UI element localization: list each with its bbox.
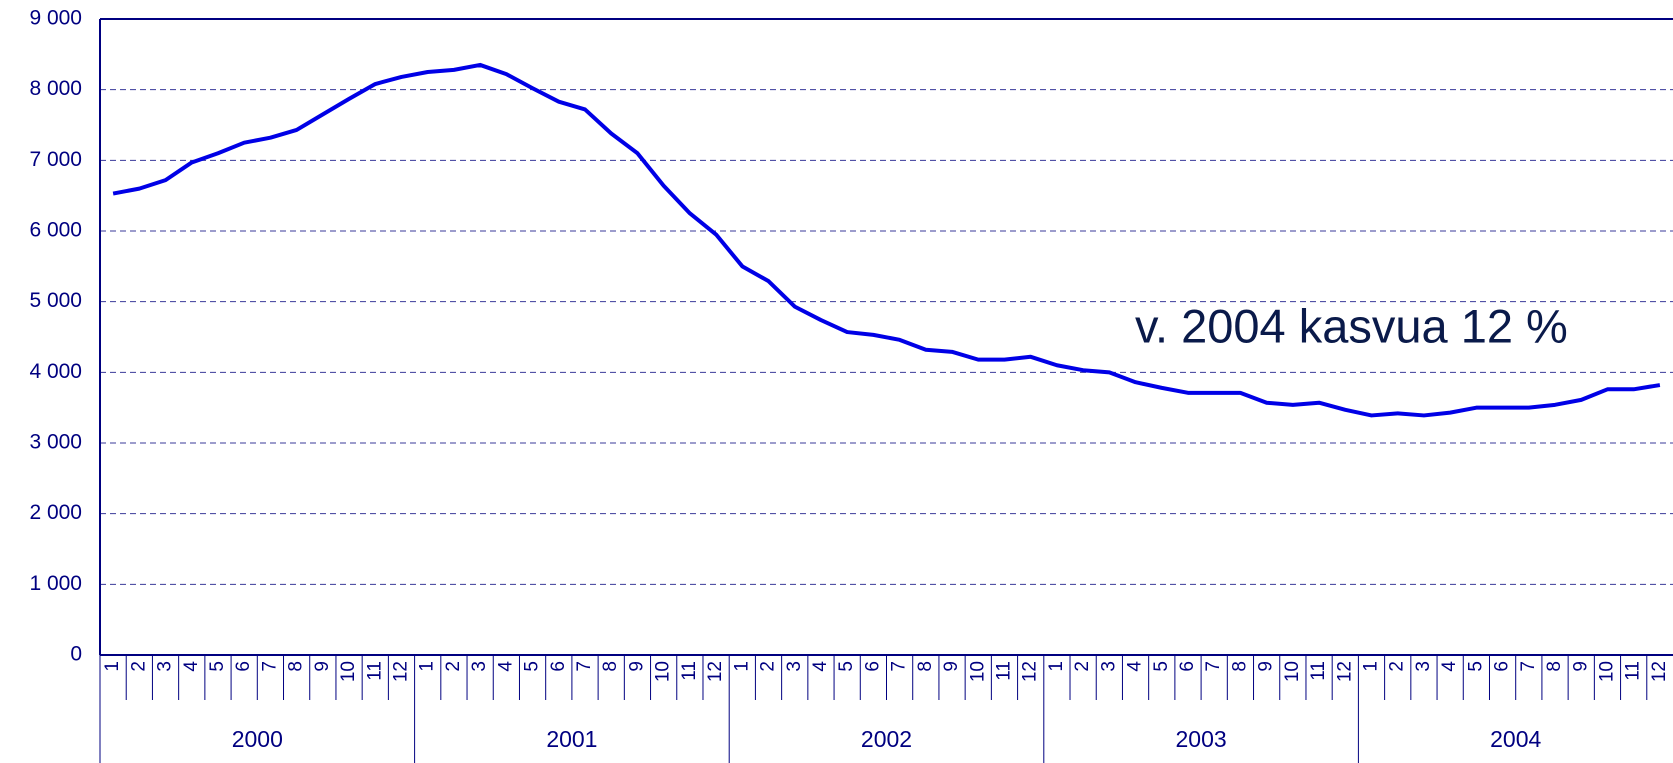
year-label: 2001: [546, 726, 597, 752]
annotation: v. 2004 kasvua 12 %: [1135, 299, 1568, 352]
y-tick-label: 6 000: [29, 219, 82, 242]
month-label: 7: [259, 661, 280, 672]
month-label: 9: [1256, 661, 1277, 672]
month-label: 4: [810, 661, 831, 672]
year-label: 2002: [861, 726, 912, 752]
month-label: 4: [181, 661, 202, 672]
month-label: 11: [679, 661, 700, 681]
month-label: 5: [836, 661, 857, 672]
month-label: 12: [1649, 661, 1670, 682]
month-label: 11: [1308, 661, 1329, 681]
y-tick-label: 4 000: [29, 360, 82, 383]
month-label: 1: [102, 661, 123, 672]
year-label: 2000: [232, 726, 283, 752]
year-label: 2004: [1490, 726, 1541, 752]
month-label: 8: [600, 661, 621, 672]
month-label: 3: [155, 661, 176, 672]
y-tick-label: 3 000: [29, 431, 82, 454]
month-label: 7: [1203, 661, 1224, 672]
month-label: 2: [1387, 661, 1408, 672]
month-label: 4: [495, 661, 516, 672]
month-label: 2: [128, 661, 149, 672]
month-label: 10: [1596, 661, 1617, 682]
month-label: 12: [1334, 661, 1355, 682]
month-label: 3: [469, 661, 490, 672]
month-label: 10: [1282, 661, 1303, 682]
y-tick-label: 9 000: [29, 7, 82, 30]
month-label: 6: [1177, 661, 1198, 672]
y-tick-label: 0: [70, 643, 82, 666]
month-label: 2: [443, 661, 464, 672]
month-label: 12: [1020, 661, 1041, 682]
month-label: 12: [705, 661, 726, 682]
y-tick-label: 7 000: [29, 148, 82, 171]
month-label: 6: [1492, 661, 1513, 672]
month-label: 11: [993, 661, 1014, 681]
month-label: 2: [758, 661, 779, 672]
month-label: 12: [391, 661, 412, 682]
month-label: 8: [286, 661, 307, 672]
month-label: 1: [1361, 661, 1382, 672]
month-label: 8: [1229, 661, 1250, 672]
y-tick-label: 5 000: [29, 289, 82, 312]
month-label: 2: [1072, 661, 1093, 672]
month-label: 4: [1125, 661, 1146, 672]
y-tick-label: 2 000: [29, 501, 82, 524]
month-label: 9: [626, 661, 647, 672]
month-label: 9: [312, 661, 333, 672]
month-label: 5: [207, 661, 228, 672]
month-label: 11: [1623, 661, 1644, 681]
month-label: 5: [1465, 661, 1486, 672]
month-label: 7: [1518, 661, 1539, 672]
month-label: 4: [1439, 661, 1460, 672]
month-label: 9: [941, 661, 962, 672]
month-label: 9: [1570, 661, 1591, 672]
month-label: 11: [364, 661, 385, 681]
y-tick-label: 1 000: [29, 572, 82, 595]
month-label: 3: [1098, 661, 1119, 672]
month-label: 8: [915, 661, 936, 672]
month-label: 5: [522, 661, 543, 672]
month-label: 3: [784, 661, 805, 672]
month-label: 6: [862, 661, 883, 672]
month-label: 10: [967, 661, 988, 682]
month-label: 6: [233, 661, 254, 672]
month-label: 1: [731, 661, 752, 672]
month-label: 7: [574, 661, 595, 672]
y-tick-label: 8 000: [29, 77, 82, 100]
series-line: [112, 62, 1661, 418]
month-label: 10: [338, 661, 359, 682]
month-label: 7: [889, 661, 910, 672]
month-label: 1: [1046, 661, 1067, 672]
month-label: 1: [417, 661, 438, 672]
month-label: 3: [1413, 661, 1434, 672]
month-label: 8: [1544, 661, 1565, 672]
month-label: 6: [548, 661, 569, 672]
month-label: 10: [653, 661, 674, 682]
month-label: 5: [1151, 661, 1172, 672]
year-label: 2003: [1176, 726, 1227, 752]
